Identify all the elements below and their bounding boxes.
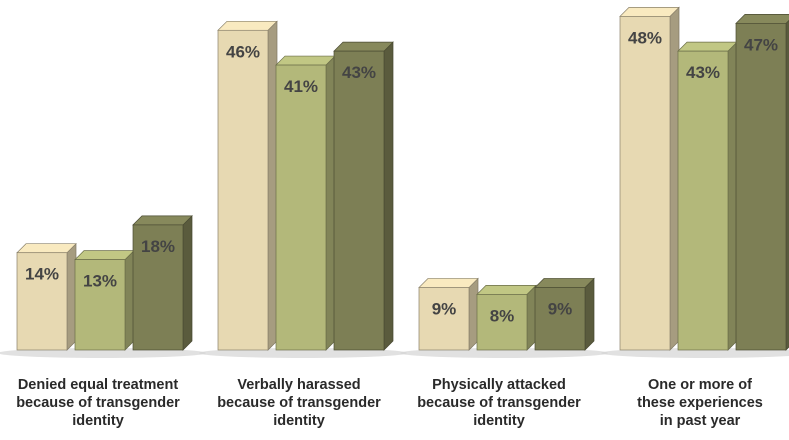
bar-s3-c2-top: [333, 41, 394, 52]
bar-s2-c2-top: [275, 55, 336, 66]
data-label-s3-c3: 9%: [548, 299, 573, 318]
data-label-s1-c4: 48%: [628, 28, 662, 47]
bar-s2-c3: [476, 294, 528, 351]
bar-s2-c3-top: [476, 285, 537, 295]
bar-s3-c2: [333, 50, 385, 351]
bar-s1-c3-side: [468, 277, 479, 351]
category-label-one-or-more: One or more of these experiences in past…: [637, 377, 763, 429]
bar-s3-c3-side: [584, 277, 595, 351]
bar-s3-c2-side: [383, 41, 394, 351]
data-label-s1-c3: 9%: [432, 299, 457, 318]
category-label-physically-attacked: Physically attacked because of transgend…: [417, 377, 581, 429]
bar-s1-c4-top: [619, 7, 680, 17]
bar-s3-c3-top: [534, 278, 595, 288]
bar-s2-c2-side: [325, 55, 336, 351]
bar-s1-c2-side: [267, 20, 278, 351]
bar-s2-c1-top: [74, 250, 135, 260]
bar-s3-c4-top: [735, 14, 789, 24]
bar-s1-c3-top: [418, 278, 479, 288]
data-label-s3-c1: 18%: [141, 237, 175, 256]
bar-s2-c1-side: [124, 249, 135, 351]
data-label-s1-c1: 14%: [25, 265, 59, 284]
bar-s1-c3: [418, 287, 470, 351]
bar-s1-c2-top: [217, 20, 278, 31]
bar-s3-c1-top: [132, 215, 193, 226]
data-label-s2-c2: 41%: [284, 77, 318, 96]
data-label-s1-c2: 46%: [226, 42, 260, 61]
bar-s2-c4-top: [677, 41, 738, 52]
data-label-s3-c4: 47%: [744, 35, 778, 54]
bar-s2-c2: [275, 64, 327, 351]
bar-s3-c4: [735, 23, 787, 351]
floor-shadow-3: [601, 348, 789, 358]
floor-shadow-1: [199, 348, 407, 358]
bar-s2-c4: [677, 50, 729, 351]
bar-s2-c1: [74, 259, 126, 351]
data-label-s2-c3: 8%: [490, 306, 515, 325]
category-label-verbally-harassed: Verbally harassed because of transgender…: [217, 377, 381, 429]
bar-s3-c3: [534, 287, 586, 351]
data-label-s2-c4: 43%: [686, 63, 720, 82]
floor-shadow-2: [400, 348, 608, 358]
bar-s1-c1: [16, 252, 68, 351]
bar-s1-c1-top: [16, 243, 77, 254]
data-label-s2-c1: 13%: [83, 272, 117, 291]
bar-s3-c1-side: [182, 215, 193, 351]
bar-s1-c4: [619, 16, 671, 351]
category-label-denied-equal-treatment: Denied equal treatment because of transg…: [16, 377, 180, 429]
bar-s1-c2: [217, 29, 269, 351]
floor-shadow-0: [0, 348, 206, 358]
data-label-s3-c2: 43%: [342, 63, 376, 82]
bar-s3-c1: [132, 224, 184, 351]
